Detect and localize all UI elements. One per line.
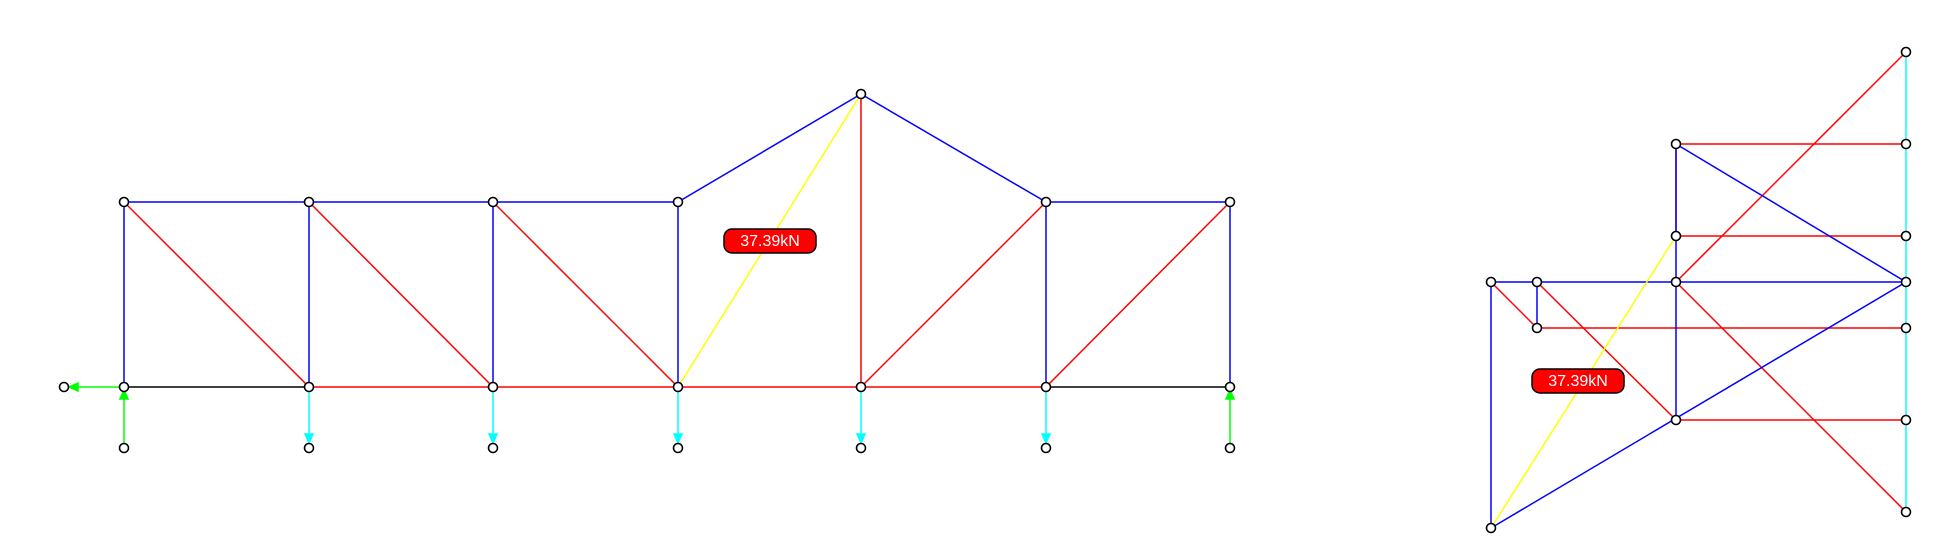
member-top-4[interactable] <box>677 93 862 203</box>
fp-red-diag-1[interactable] <box>1675 51 1907 283</box>
force-polygon-diagram: 37.39kN <box>1485 46 1912 534</box>
load-handle-1[interactable] <box>303 442 315 454</box>
reaction-arrow-left-vertical[interactable] <box>118 388 130 446</box>
fp-node-load-7[interactable] <box>1900 506 1912 518</box>
node-top-1[interactable] <box>118 196 130 208</box>
fp-red-diag-2[interactable] <box>1675 281 1907 513</box>
node-bottom-5[interactable] <box>855 381 867 393</box>
load-arrow-1[interactable] <box>303 387 315 445</box>
fp-node-load-1[interactable] <box>1900 46 1912 58</box>
member-top-5[interactable] <box>860 93 1047 203</box>
fp-node-load-4[interactable] <box>1900 276 1912 288</box>
node-top-7[interactable] <box>1224 196 1236 208</box>
fp-node-load-2[interactable] <box>1900 138 1912 150</box>
reaction-handle-left-horizontal[interactable] <box>58 381 70 393</box>
member-diagonal-5[interactable] <box>860 201 1047 388</box>
force-label-badge-polygon[interactable]: 37.39kN <box>1531 368 1625 394</box>
reaction-handle-left-vertical[interactable] <box>118 442 130 454</box>
member-diagonal-2[interactable] <box>308 201 494 388</box>
applied-loads <box>303 387 1052 445</box>
fp-node-mid-2[interactable] <box>1670 230 1682 242</box>
truss-nodes <box>58 88 1236 454</box>
member-diagonal-3[interactable] <box>492 201 679 388</box>
member-diagonal-6[interactable] <box>1045 201 1231 388</box>
load-arrow-5[interactable] <box>1040 387 1052 445</box>
reaction-arrow-left-horizontal[interactable] <box>67 381 124 393</box>
fp-node-load-6[interactable] <box>1900 414 1912 426</box>
fp-node-left-3[interactable] <box>1531 322 1543 334</box>
reaction-handle-right-vertical[interactable] <box>1224 442 1236 454</box>
fp-node-left-2[interactable] <box>1531 276 1543 288</box>
force-label-text-truss: 37.39kN <box>740 233 800 250</box>
load-arrow-4[interactable] <box>855 387 867 445</box>
node-top-4[interactable] <box>672 196 684 208</box>
node-top-6[interactable] <box>1040 196 1052 208</box>
reaction-arrow-right-vertical[interactable] <box>1224 388 1236 446</box>
fp-red-diag-3[interactable] <box>1536 281 1677 421</box>
fp-blue-diag-upper[interactable] <box>1675 143 1907 283</box>
force-label-text-polygon: 37.39kN <box>1548 373 1608 390</box>
reactions <box>67 381 1236 446</box>
load-arrow-3[interactable] <box>672 387 684 445</box>
member-diagonal-1[interactable] <box>123 201 310 388</box>
fp-node-mid-top[interactable] <box>1670 138 1682 150</box>
load-handle-4[interactable] <box>855 442 867 454</box>
force-polygon-lines <box>1490 51 1907 529</box>
truss-members <box>123 93 1231 388</box>
fp-red-diag-4[interactable] <box>1490 281 1538 329</box>
load-handle-5[interactable] <box>1040 442 1052 454</box>
fp-blue-diag-lower[interactable] <box>1490 281 1907 529</box>
node-top-3[interactable] <box>487 196 499 208</box>
load-handle-3[interactable] <box>672 442 684 454</box>
node-bottom-3[interactable] <box>487 381 499 393</box>
force-polygon-nodes <box>1485 46 1912 534</box>
fp-node-load-3[interactable] <box>1900 230 1912 242</box>
node-bottom-6[interactable] <box>1040 381 1052 393</box>
truss-form-diagram: 37.39kN <box>58 88 1236 454</box>
fp-node-left-1[interactable] <box>1485 276 1497 288</box>
node-bottom-2[interactable] <box>303 381 315 393</box>
node-apex[interactable] <box>855 88 867 100</box>
load-handle-2[interactable] <box>487 442 499 454</box>
fp-node-left-bottom[interactable] <box>1485 522 1497 534</box>
force-label-badge-truss[interactable]: 37.39kN <box>723 228 817 254</box>
fp-node-load-5[interactable] <box>1900 322 1912 334</box>
node-bottom-4[interactable] <box>672 381 684 393</box>
load-arrow-2[interactable] <box>487 387 499 445</box>
node-top-2[interactable] <box>303 196 315 208</box>
node-bottom-7[interactable] <box>1224 381 1236 393</box>
fp-node-mid-4[interactable] <box>1670 414 1682 426</box>
node-bottom-1[interactable] <box>118 381 130 393</box>
fp-node-mid-3[interactable] <box>1670 276 1682 288</box>
